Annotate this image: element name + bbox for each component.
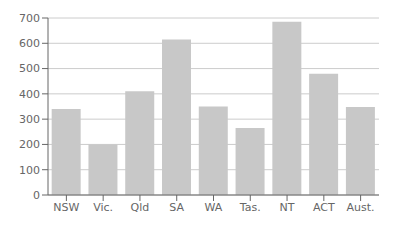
svg-text:600: 600 [19,37,40,50]
svg-text:200: 200 [19,138,40,151]
svg-text:SA: SA [169,201,184,214]
svg-text:500: 500 [19,62,40,75]
svg-text:300: 300 [19,113,40,126]
svg-text:NSW: NSW [53,201,79,214]
svg-text:Aust.: Aust. [347,201,375,214]
svg-text:400: 400 [19,88,40,101]
svg-text:700: 700 [19,12,40,25]
svg-text:0: 0 [33,189,40,202]
svg-text:Qld: Qld [131,201,150,214]
svg-text:NT: NT [280,201,295,214]
svg-text:WA: WA [205,201,223,214]
svg-text:Vic.: Vic. [93,201,113,214]
svg-text:100: 100 [19,164,40,177]
svg-text:Tas.: Tas. [239,201,261,214]
svg-text:ACT: ACT [313,201,335,214]
